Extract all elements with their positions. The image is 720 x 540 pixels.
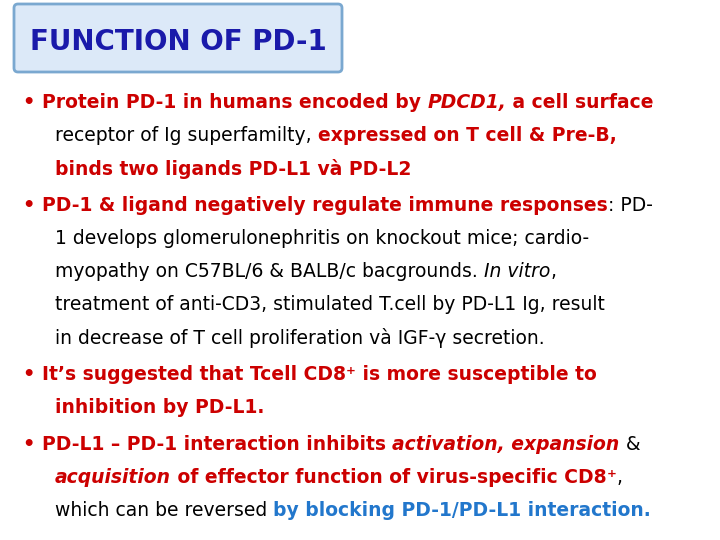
Text: in decrease of T cell proliferation và IGF-γ secretion.: in decrease of T cell proliferation và I…	[55, 328, 544, 348]
Text: a cell surface: a cell surface	[506, 93, 654, 112]
Text: 1 develops glomerulonephritis on knockout mice; cardio-: 1 develops glomerulonephritis on knockou…	[55, 229, 589, 248]
Text: ⁺: ⁺	[346, 365, 356, 384]
Text: •: •	[22, 196, 35, 215]
Text: ⁺: ⁺	[607, 468, 616, 487]
Text: by blocking PD-1/PD-L1 interaction.: by blocking PD-1/PD-L1 interaction.	[274, 501, 651, 520]
Text: PDCD1,: PDCD1,	[428, 93, 506, 112]
Text: Protein PD-1 in humans encoded by: Protein PD-1 in humans encoded by	[42, 93, 428, 112]
Text: is more susceptible to: is more susceptible to	[356, 365, 597, 384]
Text: activation, expansion: activation, expansion	[392, 435, 620, 454]
Text: •: •	[22, 365, 35, 384]
Text: FUNCTION OF PD-1: FUNCTION OF PD-1	[30, 28, 326, 56]
FancyBboxPatch shape	[14, 4, 342, 72]
Text: expressed on T cell & Pre-B,: expressed on T cell & Pre-B,	[318, 126, 616, 145]
Text: •: •	[22, 93, 35, 112]
Text: PD-1 & ligand negatively regulate immune responses: PD-1 & ligand negatively regulate immune…	[42, 196, 608, 215]
Text: PD-L1 – PD-1 interaction inhibits: PD-L1 – PD-1 interaction inhibits	[42, 435, 392, 454]
Text: treatment of anti-CD3, stimulated T.cell by PD-L1 Ig, result: treatment of anti-CD3, stimulated T.cell…	[55, 295, 605, 314]
Text: &: &	[620, 435, 640, 454]
Text: which can be reversed: which can be reversed	[55, 501, 274, 520]
Text: inhibition by PD-L1.: inhibition by PD-L1.	[55, 398, 264, 417]
Text: receptor of Ig superfamilty,: receptor of Ig superfamilty,	[55, 126, 318, 145]
Text: acquisition: acquisition	[55, 468, 171, 487]
Text: : PD-: : PD-	[608, 196, 652, 215]
Text: myopathy on C57BL/6 & BALB/c bacgrounds.: myopathy on C57BL/6 & BALB/c bacgrounds.	[55, 262, 484, 281]
Text: binds two ligands PD-L1 và PD-L2: binds two ligands PD-L1 và PD-L2	[55, 159, 411, 179]
Text: of effector function of virus-specific CD8: of effector function of virus-specific C…	[171, 468, 607, 487]
Text: •: •	[22, 435, 35, 454]
Text: In vitro: In vitro	[484, 262, 550, 281]
Text: It’s suggested that Tcell CD8: It’s suggested that Tcell CD8	[42, 365, 346, 384]
Text: ,: ,	[616, 468, 623, 487]
Text: ,: ,	[550, 262, 556, 281]
